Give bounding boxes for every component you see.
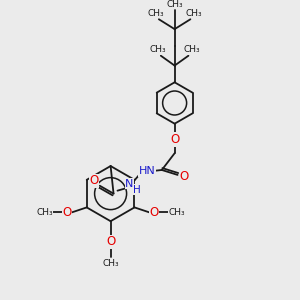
- Text: O: O: [150, 206, 159, 219]
- Text: CH₃: CH₃: [166, 0, 183, 9]
- Text: N: N: [125, 179, 134, 189]
- Text: CH₃: CH₃: [148, 9, 164, 18]
- Text: O: O: [106, 236, 115, 248]
- Text: HN: HN: [139, 166, 155, 176]
- Text: CH₃: CH₃: [150, 45, 166, 54]
- Text: O: O: [89, 174, 98, 187]
- Text: O: O: [180, 170, 189, 183]
- Text: O: O: [170, 133, 179, 146]
- Text: CH₃: CH₃: [185, 9, 202, 18]
- Text: CH₃: CH₃: [36, 208, 53, 217]
- Text: CH₃: CH₃: [183, 45, 200, 54]
- Text: H: H: [133, 185, 141, 195]
- Text: CH₃: CH₃: [169, 208, 185, 217]
- Text: CH₃: CH₃: [102, 259, 119, 268]
- Text: O: O: [62, 206, 72, 219]
